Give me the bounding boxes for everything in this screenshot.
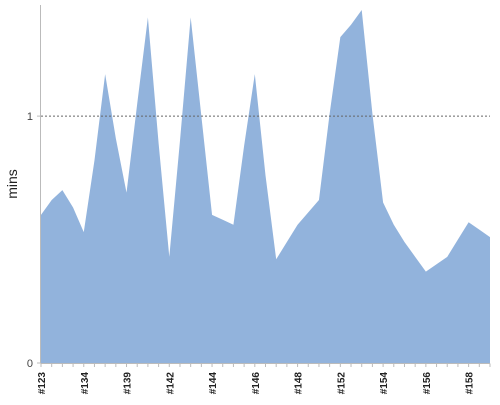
x-tick-label: #154 xyxy=(379,372,390,395)
x-tick-label: #123 xyxy=(37,372,48,395)
x-tick-label: #142 xyxy=(165,372,176,395)
area-series xyxy=(41,9,490,363)
x-tick-label: #139 xyxy=(123,372,134,395)
y-tick-label: 0 xyxy=(27,358,33,370)
x-tick-label: #148 xyxy=(294,372,305,395)
x-tick-label: #158 xyxy=(465,372,476,395)
x-tick-label: #152 xyxy=(336,372,347,395)
y-axis-title: mins xyxy=(4,169,20,199)
area-layer xyxy=(41,9,490,363)
x-tick-label: #146 xyxy=(251,372,262,395)
x-tick-label: #144 xyxy=(208,372,219,395)
x-tick-label: #156 xyxy=(422,372,433,395)
x-tick-label: #134 xyxy=(80,372,91,395)
axis-layer xyxy=(37,5,491,367)
label-layer: 0 1 #123 #134 #139 #142 #144 #146 #148 #152 #154 #1… xyxy=(4,111,476,394)
y-tick-label: 1 xyxy=(27,111,33,123)
